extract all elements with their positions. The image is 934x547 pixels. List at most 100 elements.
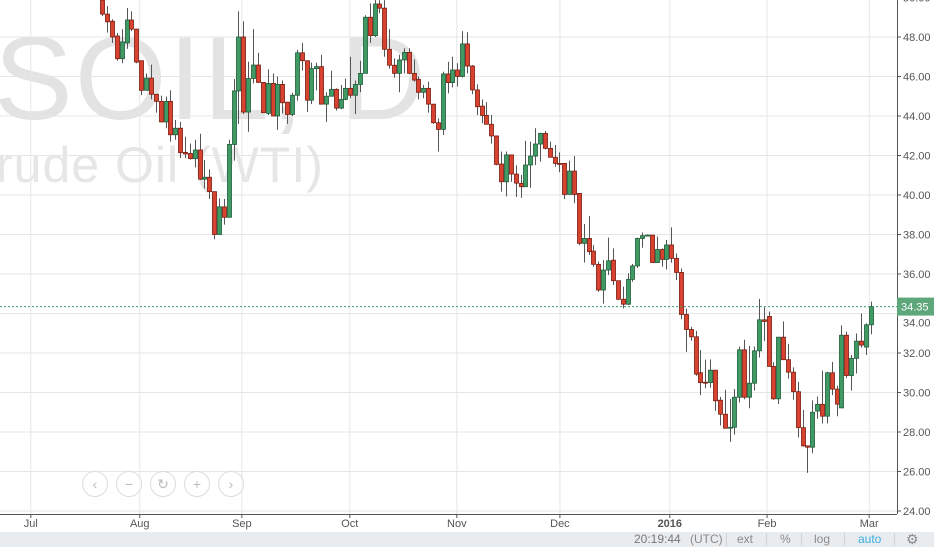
candle-body [222,206,227,218]
candle-body [368,16,373,37]
percent-toggle[interactable]: % [780,532,791,546]
gear-icon[interactable]: ⚙ [906,531,919,547]
candle [616,280,621,301]
candle-body [319,66,324,105]
candle-body [139,60,144,91]
candle [144,73,149,91]
candle [319,54,324,105]
candle-body [747,382,752,398]
candle-body [241,36,246,113]
candle [606,237,611,275]
candle-body [290,94,295,115]
price-axis-label: 40.00 [903,190,931,202]
auto-toggle[interactable]: auto [858,532,882,546]
candle [212,191,217,240]
candle-body [314,66,319,70]
candle [446,61,451,94]
clock-timezone[interactable]: (UTC) [690,532,723,546]
candle [164,96,169,129]
candle-body [387,48,392,66]
zoom-in-button[interactable]: + [184,471,210,497]
candle-body [553,156,558,164]
zoom-out-button[interactable]: − [116,471,142,497]
candle [285,101,290,124]
candle [450,56,455,88]
candle [412,59,417,82]
candle-body [776,336,781,400]
candle [781,321,786,361]
candle-body [426,87,431,105]
price-axis-label: 44.00 [903,111,931,123]
candle [436,118,441,152]
candle [723,389,728,429]
candle [227,139,232,218]
candle-body [144,77,149,91]
candle [368,3,373,43]
price-axis-label: 24.00 [903,506,931,518]
candle-body [392,64,397,74]
candle-body [596,263,601,291]
candle [548,141,553,158]
candle [100,0,105,17]
price-axis-label: 48.00 [903,32,931,44]
log-toggle[interactable]: log [814,532,831,546]
candle [120,29,125,64]
candle-body [786,359,791,373]
candle [801,409,806,447]
candle-body [577,193,582,244]
candle [669,227,674,263]
candle-body [193,149,198,160]
watermark-symbol: SOIL, D [0,13,428,145]
candlestick-chart[interactable]: 24.00 26.00 28.00 30.00 32.00 34.00 36.00 38.00… [0,0,934,532]
divider [726,533,727,546]
candle-body [587,238,592,253]
candle [664,240,669,270]
candle-body [329,88,334,97]
scroll-right-button[interactable]: › [218,471,244,497]
candle [815,396,820,419]
candle [640,232,645,248]
candle-body [324,95,329,105]
last-price-label: 34.35 [901,302,929,314]
candle-body [562,162,567,195]
candle-body [698,372,703,384]
candle-body [504,154,509,183]
candle-body [343,87,348,100]
candle-body [591,250,596,265]
candle-body [519,182,524,188]
candle-body [708,369,713,384]
candle-body [455,69,460,77]
candle [149,64,154,100]
candle-body [713,369,718,402]
candle [188,143,193,160]
candle-body [621,298,626,305]
candle [708,359,713,388]
candle [543,131,548,150]
candle [660,248,665,267]
candle-body [402,52,407,61]
candle [864,323,869,355]
candle [835,385,840,417]
scroll-left-button[interactable]: ‹ [82,471,108,497]
candle [611,248,616,286]
candle [732,388,737,435]
candle-body [557,162,562,165]
candle-body [635,238,640,267]
candle [519,175,524,198]
candle-body [115,35,120,60]
time-axis-label: Oct [341,518,358,530]
reset-chart-button[interactable]: ↻ [150,471,176,497]
ext-toggle[interactable]: ext [737,532,754,546]
candle-body [183,151,188,155]
candle [577,193,582,246]
candle-body [300,52,305,62]
candle [621,286,626,309]
candle-body [266,83,271,114]
candle [820,370,825,424]
candle-body [869,306,874,326]
candle [129,11,134,32]
candle-body [305,60,310,101]
candle [626,273,631,306]
candle [290,92,295,116]
candle-body [407,52,412,74]
